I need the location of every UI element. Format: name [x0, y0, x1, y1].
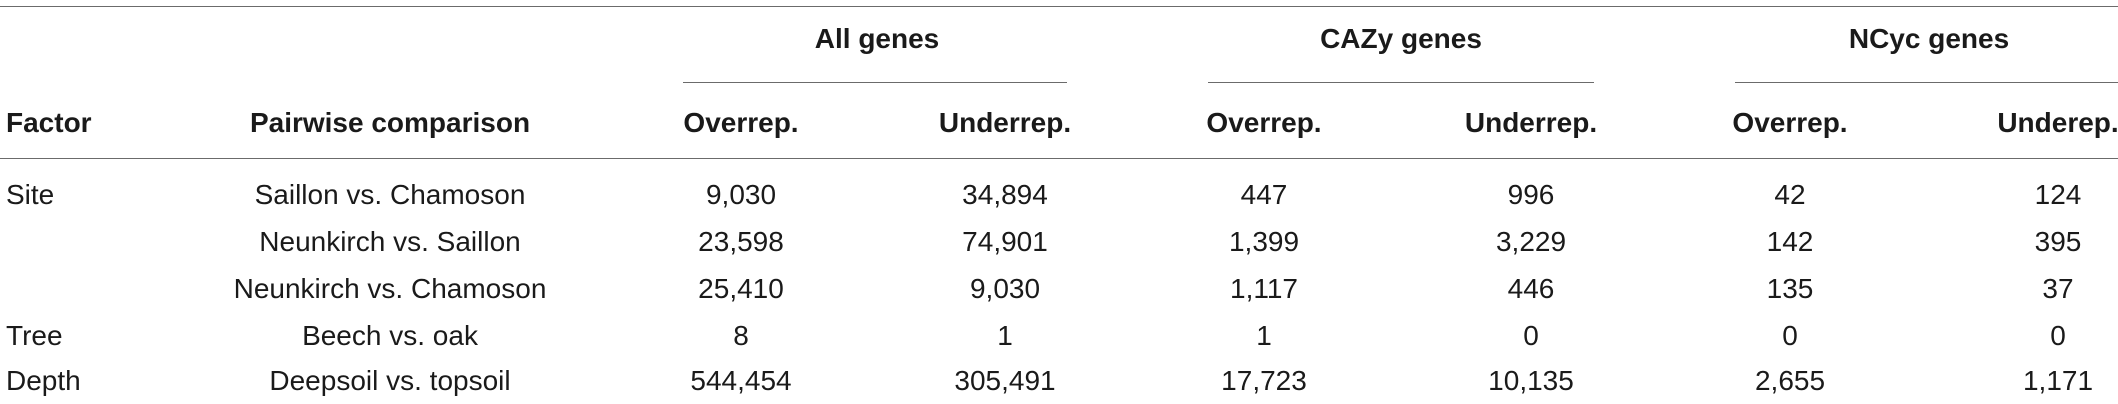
- cell-all-underrep: 305,491: [954, 365, 1056, 396]
- cell-ncyc-underep: 0: [2050, 320, 2066, 351]
- cell-all-underrep: 74,901: [962, 226, 1048, 257]
- cell-all-overrep: 8: [733, 320, 749, 351]
- cell-factor: Depth: [6, 365, 81, 396]
- cell-cazy-underrep: 996: [1507, 179, 1555, 210]
- cell-factor: Site: [6, 179, 55, 210]
- cell-cazy-overrep: 17,723: [1221, 365, 1307, 396]
- cell-all-overrep: 9,030: [705, 179, 777, 210]
- cell-ncyc-overrep: 2,655: [1754, 365, 1826, 396]
- cell-cazy-overrep: 447: [1240, 179, 1288, 210]
- cell-comparison: Saillon vs. Chamoson: [254, 179, 526, 210]
- cell-cazy-underrep: 10,135: [1488, 365, 1574, 396]
- cell-all-overrep: 25,410: [698, 273, 784, 304]
- cell-cazy-overrep: 1: [1256, 320, 1272, 351]
- column-header-ncyc-underep: Underep.: [1997, 107, 2118, 138]
- cell-ncyc-overrep: 135: [1766, 273, 1814, 304]
- column-header-factor: Factor: [6, 107, 92, 138]
- group-rule-cazy-genes: [1208, 82, 1594, 83]
- cell-all-underrep: 34,894: [962, 179, 1048, 210]
- cell-cazy-underrep: 0: [1523, 320, 1539, 351]
- cell-cazy-underrep: 3,229: [1495, 226, 1567, 257]
- cell-all-underrep: 1: [997, 320, 1013, 351]
- column-header-cazy-overrep: Overrep.: [1206, 107, 1322, 138]
- group-rule-all-genes: [683, 82, 1067, 83]
- cell-ncyc-overrep: 142: [1766, 226, 1814, 257]
- cell-all-underrep: 9,030: [969, 273, 1041, 304]
- group-header-all-genes: All genes: [814, 23, 940, 54]
- cell-ncyc-underep: 1,171: [2022, 365, 2094, 396]
- cell-comparison: Deepsoil vs. topsoil: [269, 365, 511, 396]
- column-header-pairwise-comparison: Pairwise comparison: [249, 107, 531, 138]
- cell-ncyc-underep: 395: [2034, 226, 2082, 257]
- column-header-all-underrep: Underrep.: [938, 107, 1072, 138]
- cell-ncyc-underep: 37: [2042, 273, 2074, 304]
- cell-cazy-underrep: 446: [1507, 273, 1555, 304]
- cell-comparison: Neunkirch vs. Saillon: [259, 226, 521, 257]
- cell-ncyc-overrep: 42: [1774, 179, 1806, 210]
- cell-ncyc-overrep: 0: [1782, 320, 1798, 351]
- cell-cazy-overrep: 1,117: [1230, 273, 1298, 304]
- top-rule: [0, 6, 2118, 7]
- group-rule-ncyc-genes: [1735, 82, 2118, 83]
- cell-cazy-overrep: 1,399: [1228, 226, 1300, 257]
- cell-ncyc-underep: 124: [2034, 179, 2082, 210]
- cell-factor: Tree: [6, 320, 63, 351]
- cell-comparison: Neunkirch vs. Chamoson: [233, 273, 547, 304]
- group-header-cazy-genes: CAZy genes: [1320, 23, 1482, 54]
- column-header-all-overrep: Overrep.: [683, 107, 799, 138]
- header-rule: [0, 158, 2118, 159]
- group-header-ncyc-genes: NCyc genes: [1848, 23, 2010, 54]
- cell-all-overrep: 23,598: [698, 226, 784, 257]
- column-header-ncyc-overrep: Overrep.: [1732, 107, 1848, 138]
- column-header-cazy-underrep: Underrep.: [1464, 107, 1598, 138]
- cell-comparison: Beech vs. oak: [302, 320, 478, 351]
- cell-all-overrep: 544,454: [690, 365, 792, 396]
